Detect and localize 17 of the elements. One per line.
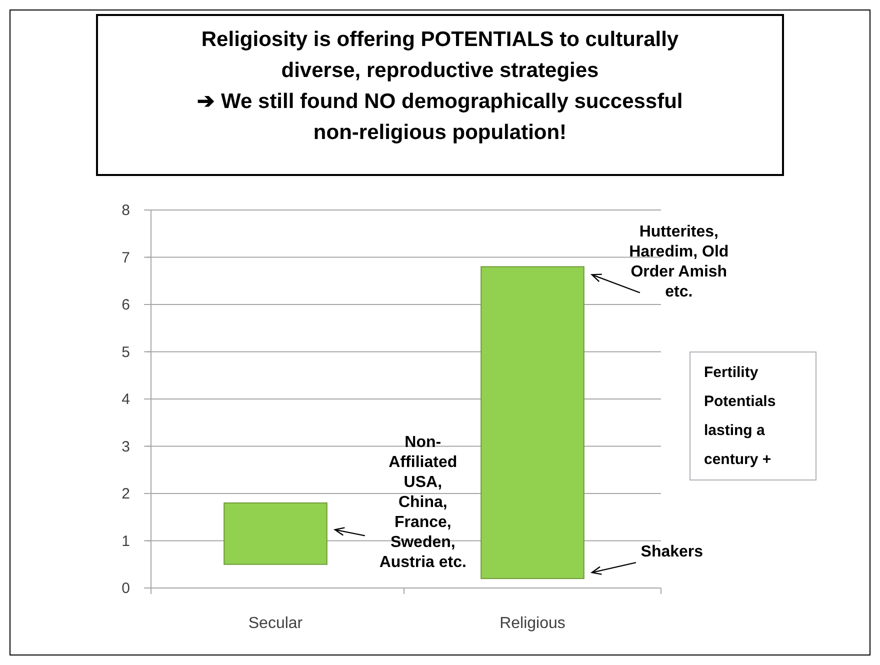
y-tick-label: 3 [122,438,130,456]
x-tick-label: Secular [248,615,304,632]
chart-subtitle: ➔ We still found NO demographically successful non-religious population! [197,90,683,144]
chart-title: Religiosity is offering POTENTIALS to culturally diverse, reproductive strategies [201,28,679,82]
text: Fertility Potentials lasting a century + [704,364,776,468]
x-tick-label: Religious [500,615,566,632]
y-tick-label: 7 [122,249,130,266]
y-tick-label: 5 [122,344,130,361]
y-tick-label: 0 [122,580,130,597]
y-tick-label: 1 [122,532,130,550]
annotation: Shakers [640,544,704,561]
y-tick-label: 4 [122,391,130,408]
y-tick-label: 6 [122,296,130,314]
annotation: Hutterites, Haredim, Old Order Amish etc. [629,224,729,301]
y-tick-label: 8 [122,202,130,219]
annotation: Non-Affiliated USA, China, France, Sweden, Austria etc. [379,434,466,571]
y-tick-label: 2 [122,486,130,502]
